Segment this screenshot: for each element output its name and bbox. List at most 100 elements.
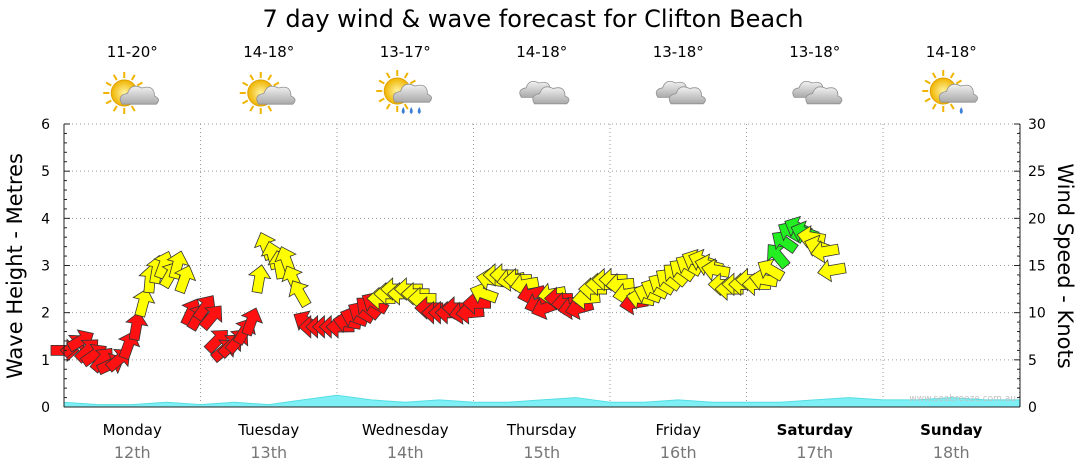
sun-ray bbox=[949, 103, 955, 110]
sun-ray bbox=[267, 74, 273, 81]
day-label: Friday bbox=[656, 421, 702, 439]
cloud-shape bbox=[256, 85, 296, 105]
cloudy-icon bbox=[655, 81, 706, 105]
light-rain-icon bbox=[922, 70, 978, 114]
right-tick-label: 30 bbox=[1028, 117, 1046, 133]
date-label: 12th bbox=[114, 443, 151, 462]
right-axis-label: Wind Speed - Knots bbox=[1053, 163, 1077, 368]
watermark: www.seabreeze.com.au bbox=[909, 394, 1016, 404]
cloud-shape bbox=[119, 85, 159, 105]
sun-ray bbox=[267, 105, 273, 112]
day-label: Sunday bbox=[920, 421, 983, 439]
wind-arrow-shape bbox=[173, 264, 197, 295]
date-label: 14th bbox=[387, 443, 424, 462]
left-tick-label: 5 bbox=[41, 164, 50, 180]
sun-ray bbox=[112, 74, 118, 81]
left-tick-label: 6 bbox=[41, 117, 50, 133]
temp-label: 14-18° bbox=[926, 43, 977, 61]
cloudy-icon bbox=[519, 81, 570, 105]
wind-arrow bbox=[198, 305, 223, 332]
sun-ray bbox=[931, 103, 937, 110]
cloud-shape bbox=[668, 86, 706, 105]
wind-speed-series bbox=[50, 215, 847, 376]
sun-ray bbox=[924, 97, 931, 103]
cloud-shape bbox=[805, 86, 843, 105]
sun-ray bbox=[249, 74, 255, 81]
sun-ray bbox=[409, 79, 416, 85]
right-tick-label: 25 bbox=[1028, 164, 1046, 180]
temp-label: 11-20° bbox=[107, 43, 158, 61]
day-label: Saturday bbox=[777, 421, 854, 439]
sun-ray bbox=[403, 103, 409, 110]
rain-drop bbox=[409, 107, 413, 114]
partly-cloudy-icon bbox=[103, 72, 159, 114]
sun-ray bbox=[130, 105, 136, 112]
cloud-shape bbox=[938, 83, 978, 103]
date-label: 15th bbox=[523, 443, 560, 462]
rain-drop bbox=[401, 107, 405, 114]
wind-arrow-shape bbox=[192, 295, 216, 323]
sun-ray bbox=[105, 99, 112, 105]
left-tick-label: 3 bbox=[41, 259, 50, 275]
wind-arrow-shape bbox=[757, 258, 786, 282]
rain-drop bbox=[959, 107, 963, 114]
date-label: 16th bbox=[660, 443, 697, 462]
wind-arrow-shape bbox=[817, 258, 847, 283]
sun-ray bbox=[385, 72, 391, 79]
left-tick-label: 0 bbox=[41, 400, 50, 416]
sun-ray bbox=[249, 105, 255, 112]
cloudy-icon bbox=[792, 81, 843, 105]
right-tick-label: 20 bbox=[1028, 211, 1046, 227]
weather-icons bbox=[103, 70, 978, 114]
day-label: Wednesday bbox=[362, 421, 449, 439]
cloud-shape bbox=[532, 86, 570, 105]
wave-height-series bbox=[63, 394, 1020, 408]
sun-ray bbox=[105, 81, 112, 87]
right-tick-label: 10 bbox=[1028, 306, 1046, 322]
sun-ray bbox=[136, 81, 143, 87]
wind-arrow-shape bbox=[240, 307, 264, 337]
sun-ray bbox=[403, 72, 409, 79]
grid bbox=[64, 123, 1020, 407]
wind-arrow-shape bbox=[247, 264, 272, 294]
day-label: Monday bbox=[103, 421, 162, 439]
right-tick-label: 0 bbox=[1028, 400, 1037, 416]
temp-label: 13-18° bbox=[789, 43, 840, 61]
wind-arrow-shape bbox=[469, 281, 499, 305]
wind-arrow-shape bbox=[810, 240, 840, 264]
sun-ray bbox=[955, 79, 962, 85]
wind-arrow bbox=[192, 295, 216, 323]
wind-arrow-shape bbox=[701, 258, 731, 282]
wind-arrow-shape bbox=[132, 288, 156, 318]
sun-ray bbox=[385, 103, 391, 110]
partly-cloudy-icon bbox=[239, 72, 296, 114]
left-tick-label: 2 bbox=[41, 306, 50, 322]
wind-arrow bbox=[701, 258, 731, 282]
sun-ray bbox=[242, 99, 249, 105]
wind-arrow bbox=[817, 258, 847, 283]
wind-arrow bbox=[132, 288, 156, 318]
sun-ray bbox=[931, 72, 937, 79]
wind-arrow bbox=[247, 264, 272, 294]
sun-ray bbox=[378, 97, 385, 103]
sun-ray bbox=[378, 79, 385, 85]
temp-label: 13-18° bbox=[653, 43, 704, 61]
wind-arrow bbox=[469, 281, 499, 305]
day-label: Thursday bbox=[506, 421, 577, 439]
showers-icon bbox=[376, 70, 432, 114]
wind-arrow bbox=[240, 307, 264, 337]
wind-arrow-shape bbox=[198, 305, 223, 332]
wind-arrow bbox=[810, 240, 840, 264]
temp-label: 14-18° bbox=[516, 43, 567, 61]
wind-arrow-shape bbox=[125, 311, 149, 341]
wind-arrow-shape bbox=[288, 280, 312, 309]
wind-arrow bbox=[125, 311, 149, 341]
sun-ray bbox=[273, 81, 280, 87]
sun-ray bbox=[130, 74, 136, 81]
left-tick-label: 1 bbox=[41, 353, 50, 369]
wave-area bbox=[63, 394, 1020, 408]
sun-ray bbox=[242, 81, 249, 87]
date-label: 17th bbox=[796, 443, 833, 462]
day-labels: Monday 12th 11-20° Tuesday 13th 14-18° Wednesd… bbox=[103, 43, 983, 462]
